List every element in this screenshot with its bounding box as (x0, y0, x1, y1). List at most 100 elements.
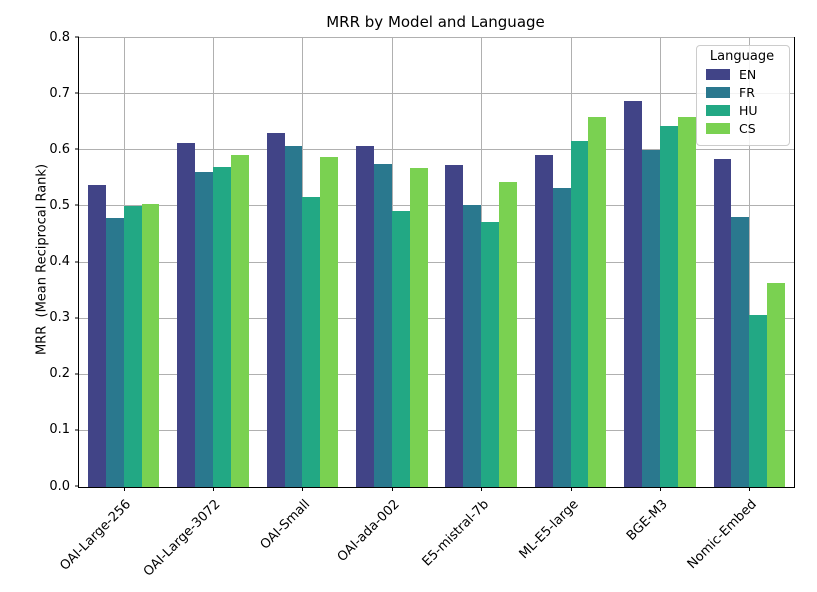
bar-CS (230, 154, 249, 487)
bar-CS (141, 203, 160, 487)
bar-HU (659, 126, 678, 487)
x-tick-mark (659, 487, 661, 491)
bar-group (347, 38, 436, 487)
y-tick-label: 0.0 (49, 478, 70, 494)
y-tick-label: 0.5 (49, 197, 70, 213)
y-tick-label: 0.2 (49, 366, 70, 382)
y-tick-mark (75, 373, 79, 375)
y-tick-mark (75, 36, 79, 38)
bar-HU (213, 166, 231, 487)
legend-entry: CS (706, 121, 780, 136)
bar-EN (534, 155, 553, 487)
gridline-vertical (749, 38, 751, 487)
bar-group (79, 38, 168, 487)
bar-CS (767, 283, 786, 487)
x-tick-mark (213, 487, 215, 491)
bar-group (258, 38, 347, 487)
gridline-horizontal (79, 373, 794, 375)
bar-HU (570, 140, 589, 487)
legend: Language EN FR HU CS (696, 45, 790, 146)
bar-CS (588, 116, 607, 487)
y-tick-mark (75, 261, 79, 262)
y-axis-label: MRR (Mean Reciprocal Rank) (34, 163, 50, 356)
bar-EN (177, 142, 196, 487)
x-tick-label: OAI-Small (257, 497, 314, 553)
bar-FR (373, 164, 392, 487)
bar-EN (87, 184, 106, 487)
gridline-horizontal (79, 429, 794, 431)
bar-HU (302, 197, 321, 487)
x-tick-label: OAI-Large-3072 (141, 497, 224, 580)
y-tick-mark (75, 317, 79, 319)
y-tick-mark (75, 429, 79, 431)
y-tick-label: 0.8 (49, 29, 70, 45)
y-tick-mark (75, 148, 79, 150)
bar-FR (105, 218, 124, 487)
y-tick-label: 0.6 (49, 141, 70, 157)
legend-label: EN (739, 67, 757, 82)
gridline-horizontal (79, 37, 794, 38)
legend-entry: HU (706, 103, 780, 118)
x-tick-label: BGE-M3 (623, 497, 671, 544)
x-tick-mark (481, 487, 483, 491)
x-tick-label: OAI-ada-002 (334, 497, 403, 565)
x-tick-mark (391, 487, 393, 491)
bar-group (526, 38, 615, 487)
legend-swatch-HU (706, 105, 730, 116)
bar-EN (713, 159, 732, 487)
gridline-horizontal (79, 261, 794, 263)
bar-HU (481, 221, 500, 487)
x-tick-label: E5-mistral-7b (419, 497, 492, 570)
legend-entry: EN (706, 67, 780, 82)
gridline-horizontal (79, 317, 794, 319)
y-tick-mark (75, 92, 79, 94)
bar-group (615, 38, 704, 487)
legend-label: FR (739, 85, 755, 100)
chart-title: MRR by Model and Language (326, 13, 545, 31)
gridline-horizontal (79, 93, 794, 95)
bar-EN (356, 145, 374, 487)
bar-HU (391, 211, 410, 487)
x-tick-label: OAI-Large-256 (57, 497, 135, 574)
x-tick-mark (123, 487, 125, 491)
y-tick-label: 0.3 (49, 310, 70, 326)
gridline-horizontal (79, 205, 794, 207)
x-tick-label: ML-E5-large (516, 497, 582, 563)
bar-CS (320, 157, 339, 487)
gridline-horizontal (79, 149, 794, 151)
bar-group (705, 38, 794, 487)
bar-HU (749, 314, 768, 487)
bar-EN (266, 133, 285, 487)
bar-HU (123, 206, 142, 487)
y-tick-label: 0.1 (49, 422, 70, 438)
bar-FR (552, 188, 571, 487)
x-tick-mark (302, 487, 304, 491)
plot-area: Language EN FR HU CS 0.0 0.1 0.2 0.3 0.4 0.5 0.6 0… (49, 30, 795, 580)
legend-swatch-EN (706, 69, 730, 80)
legend-swatch-FR (706, 87, 730, 98)
legend-entries: EN FR HU CS (704, 67, 780, 136)
y-tick-label: 0.7 (49, 85, 70, 101)
y-tick-mark (75, 204, 79, 206)
x-tick-label: Nomic-Embed (684, 497, 760, 573)
bar-EN (445, 164, 464, 487)
bar-CS (409, 167, 428, 487)
bar-group (168, 38, 257, 487)
y-tick-label: 0.4 (49, 254, 70, 269)
bar-FR (731, 217, 750, 487)
bar-group (437, 38, 526, 487)
x-tick-mark (749, 487, 751, 491)
bar-FR (284, 146, 303, 487)
y-tick-mark (75, 485, 79, 487)
legend-swatch-CS (706, 123, 730, 134)
legend-label: CS (739, 121, 756, 136)
legend-label: HU (739, 103, 758, 118)
legend-entry: FR (706, 85, 780, 100)
bars-layer (79, 38, 794, 487)
bar-FR (642, 149, 660, 487)
bar-FR (463, 204, 482, 487)
bar-FR (195, 172, 214, 487)
bar-CS (499, 181, 517, 487)
legend-title: Language (709, 49, 775, 64)
bar-CS (677, 116, 696, 487)
